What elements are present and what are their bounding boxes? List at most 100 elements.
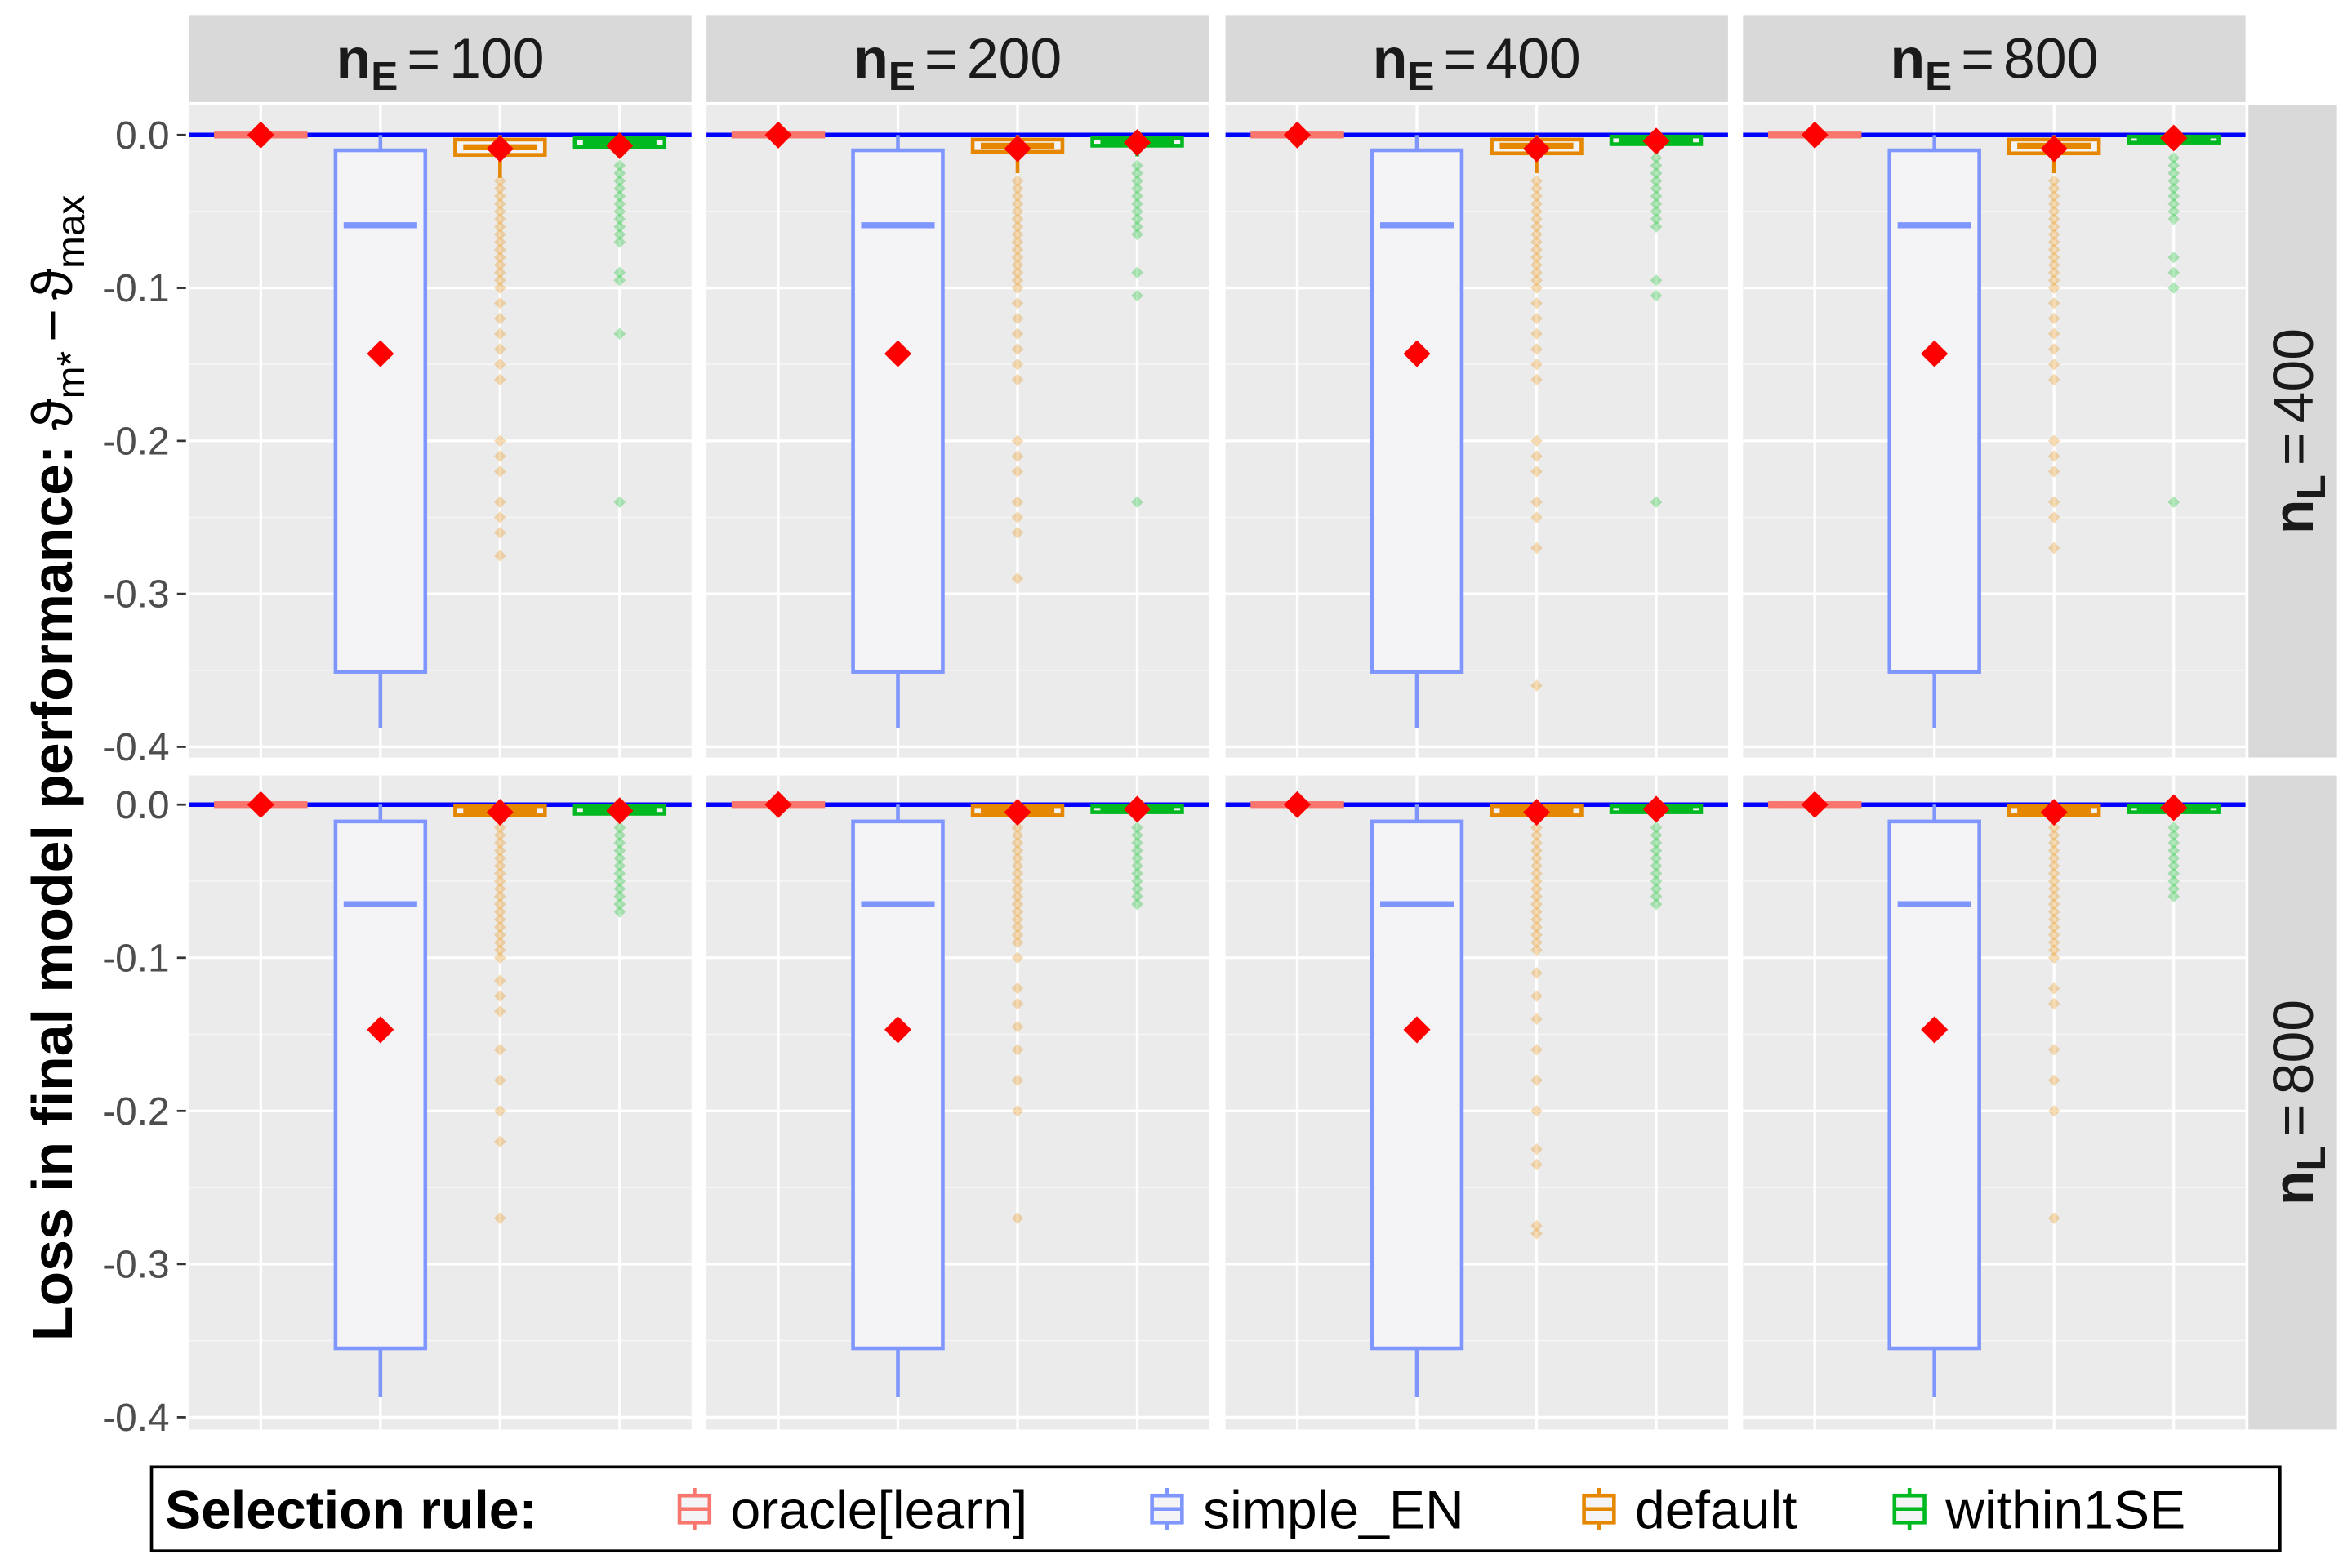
outlier (1650, 898, 1663, 911)
outlier (613, 822, 626, 834)
outlier (1011, 274, 1024, 287)
text-part: ϑ (20, 269, 84, 300)
outlier (613, 836, 626, 849)
outlier (1650, 274, 1663, 287)
text-part: ϑ (20, 399, 84, 430)
outlier (2047, 205, 2060, 218)
outlier (1650, 890, 1663, 903)
outlier (1530, 822, 1543, 834)
mean-point (1801, 791, 1829, 818)
outlier (1011, 951, 1024, 964)
outlier (1131, 189, 1143, 203)
text-part: 800 (2003, 27, 2098, 91)
outlier (1011, 182, 1024, 195)
y-tick-label: -0.1 (102, 937, 169, 980)
outlier (1650, 182, 1663, 195)
outlier (1530, 1219, 1543, 1232)
text-part: n (336, 27, 372, 91)
mean-point (884, 1016, 912, 1044)
outlier (2047, 822, 2060, 834)
mean-point (1921, 340, 1949, 368)
outlier (1650, 220, 1663, 234)
panel-background (189, 775, 692, 1430)
outlier (1530, 236, 1543, 248)
text-part: 800 (2261, 1000, 2325, 1094)
facet-strip (1743, 15, 2246, 102)
mean-point (367, 1016, 394, 1044)
outlier (2167, 182, 2180, 195)
outlier (613, 198, 626, 210)
outlier (1011, 434, 1024, 448)
outlier (1530, 929, 1543, 941)
y-tick-label: -0.3 (102, 1243, 169, 1286)
mean-point (2160, 124, 2188, 152)
outlier (1131, 859, 1143, 872)
box (1370, 819, 1464, 1351)
outlier (1530, 450, 1543, 462)
outlier (2047, 1104, 2060, 1117)
outlier (1530, 511, 1543, 523)
outlier (2047, 836, 2060, 849)
outlier (2167, 198, 2180, 210)
outlier (2047, 327, 2060, 341)
outlier (1530, 327, 1543, 341)
text-part: = (407, 27, 440, 91)
y-tick-label: -0.4 (102, 726, 169, 769)
text-part: = (2261, 432, 2325, 466)
outlier (2047, 511, 2060, 523)
outlier (1011, 465, 1024, 478)
outlier (1131, 875, 1143, 888)
outlier (2047, 890, 2060, 903)
text-part: E (1407, 53, 1434, 99)
box (333, 148, 428, 674)
outlier (2047, 944, 2060, 956)
box (851, 819, 945, 1351)
outlier (1011, 220, 1024, 234)
outlier (1131, 829, 1143, 842)
outlier (1011, 906, 1024, 918)
facet-strip (1225, 15, 1728, 102)
outlier (2047, 198, 2060, 210)
outlier (1650, 836, 1663, 849)
outlier (1131, 836, 1143, 849)
mean-point (1403, 340, 1431, 368)
outlier (613, 167, 626, 180)
outlier (1131, 220, 1143, 234)
outlier (2047, 883, 2060, 895)
mean-point (247, 121, 274, 149)
outlier (1530, 1227, 1543, 1240)
outlier (1011, 829, 1024, 842)
outlier (1530, 220, 1543, 234)
outlier (2167, 822, 2180, 834)
outlier (1131, 167, 1143, 180)
outlier (1011, 936, 1024, 949)
outlier (2047, 913, 2060, 926)
facet-label: nE = 200 (853, 27, 1062, 100)
outlier (2047, 898, 2060, 911)
outlier (1530, 836, 1543, 849)
outlier (2167, 875, 2180, 888)
outlier (1011, 189, 1024, 203)
outlier (1011, 890, 1024, 903)
text-part: 400 (1486, 27, 1580, 91)
outlier (1011, 282, 1024, 294)
y-tick-label: -0.2 (102, 1090, 169, 1134)
outlier (613, 182, 626, 195)
outlier (1011, 198, 1024, 210)
panel-background (1225, 105, 1728, 758)
text-part: = (924, 27, 958, 91)
outlier (2047, 936, 2060, 949)
outlier (2047, 228, 2060, 241)
panel-background (706, 775, 1209, 1430)
text-part: 200 (967, 27, 1062, 91)
mean-point (1522, 799, 1551, 826)
box (851, 148, 945, 674)
text-part: n (1373, 27, 1408, 91)
outlier (1650, 852, 1663, 865)
outlier (1011, 511, 1024, 523)
outlier (613, 898, 626, 911)
outlier (1530, 198, 1543, 210)
outlier (2047, 220, 2060, 234)
outlier (613, 829, 626, 842)
outlier (1530, 243, 1543, 256)
